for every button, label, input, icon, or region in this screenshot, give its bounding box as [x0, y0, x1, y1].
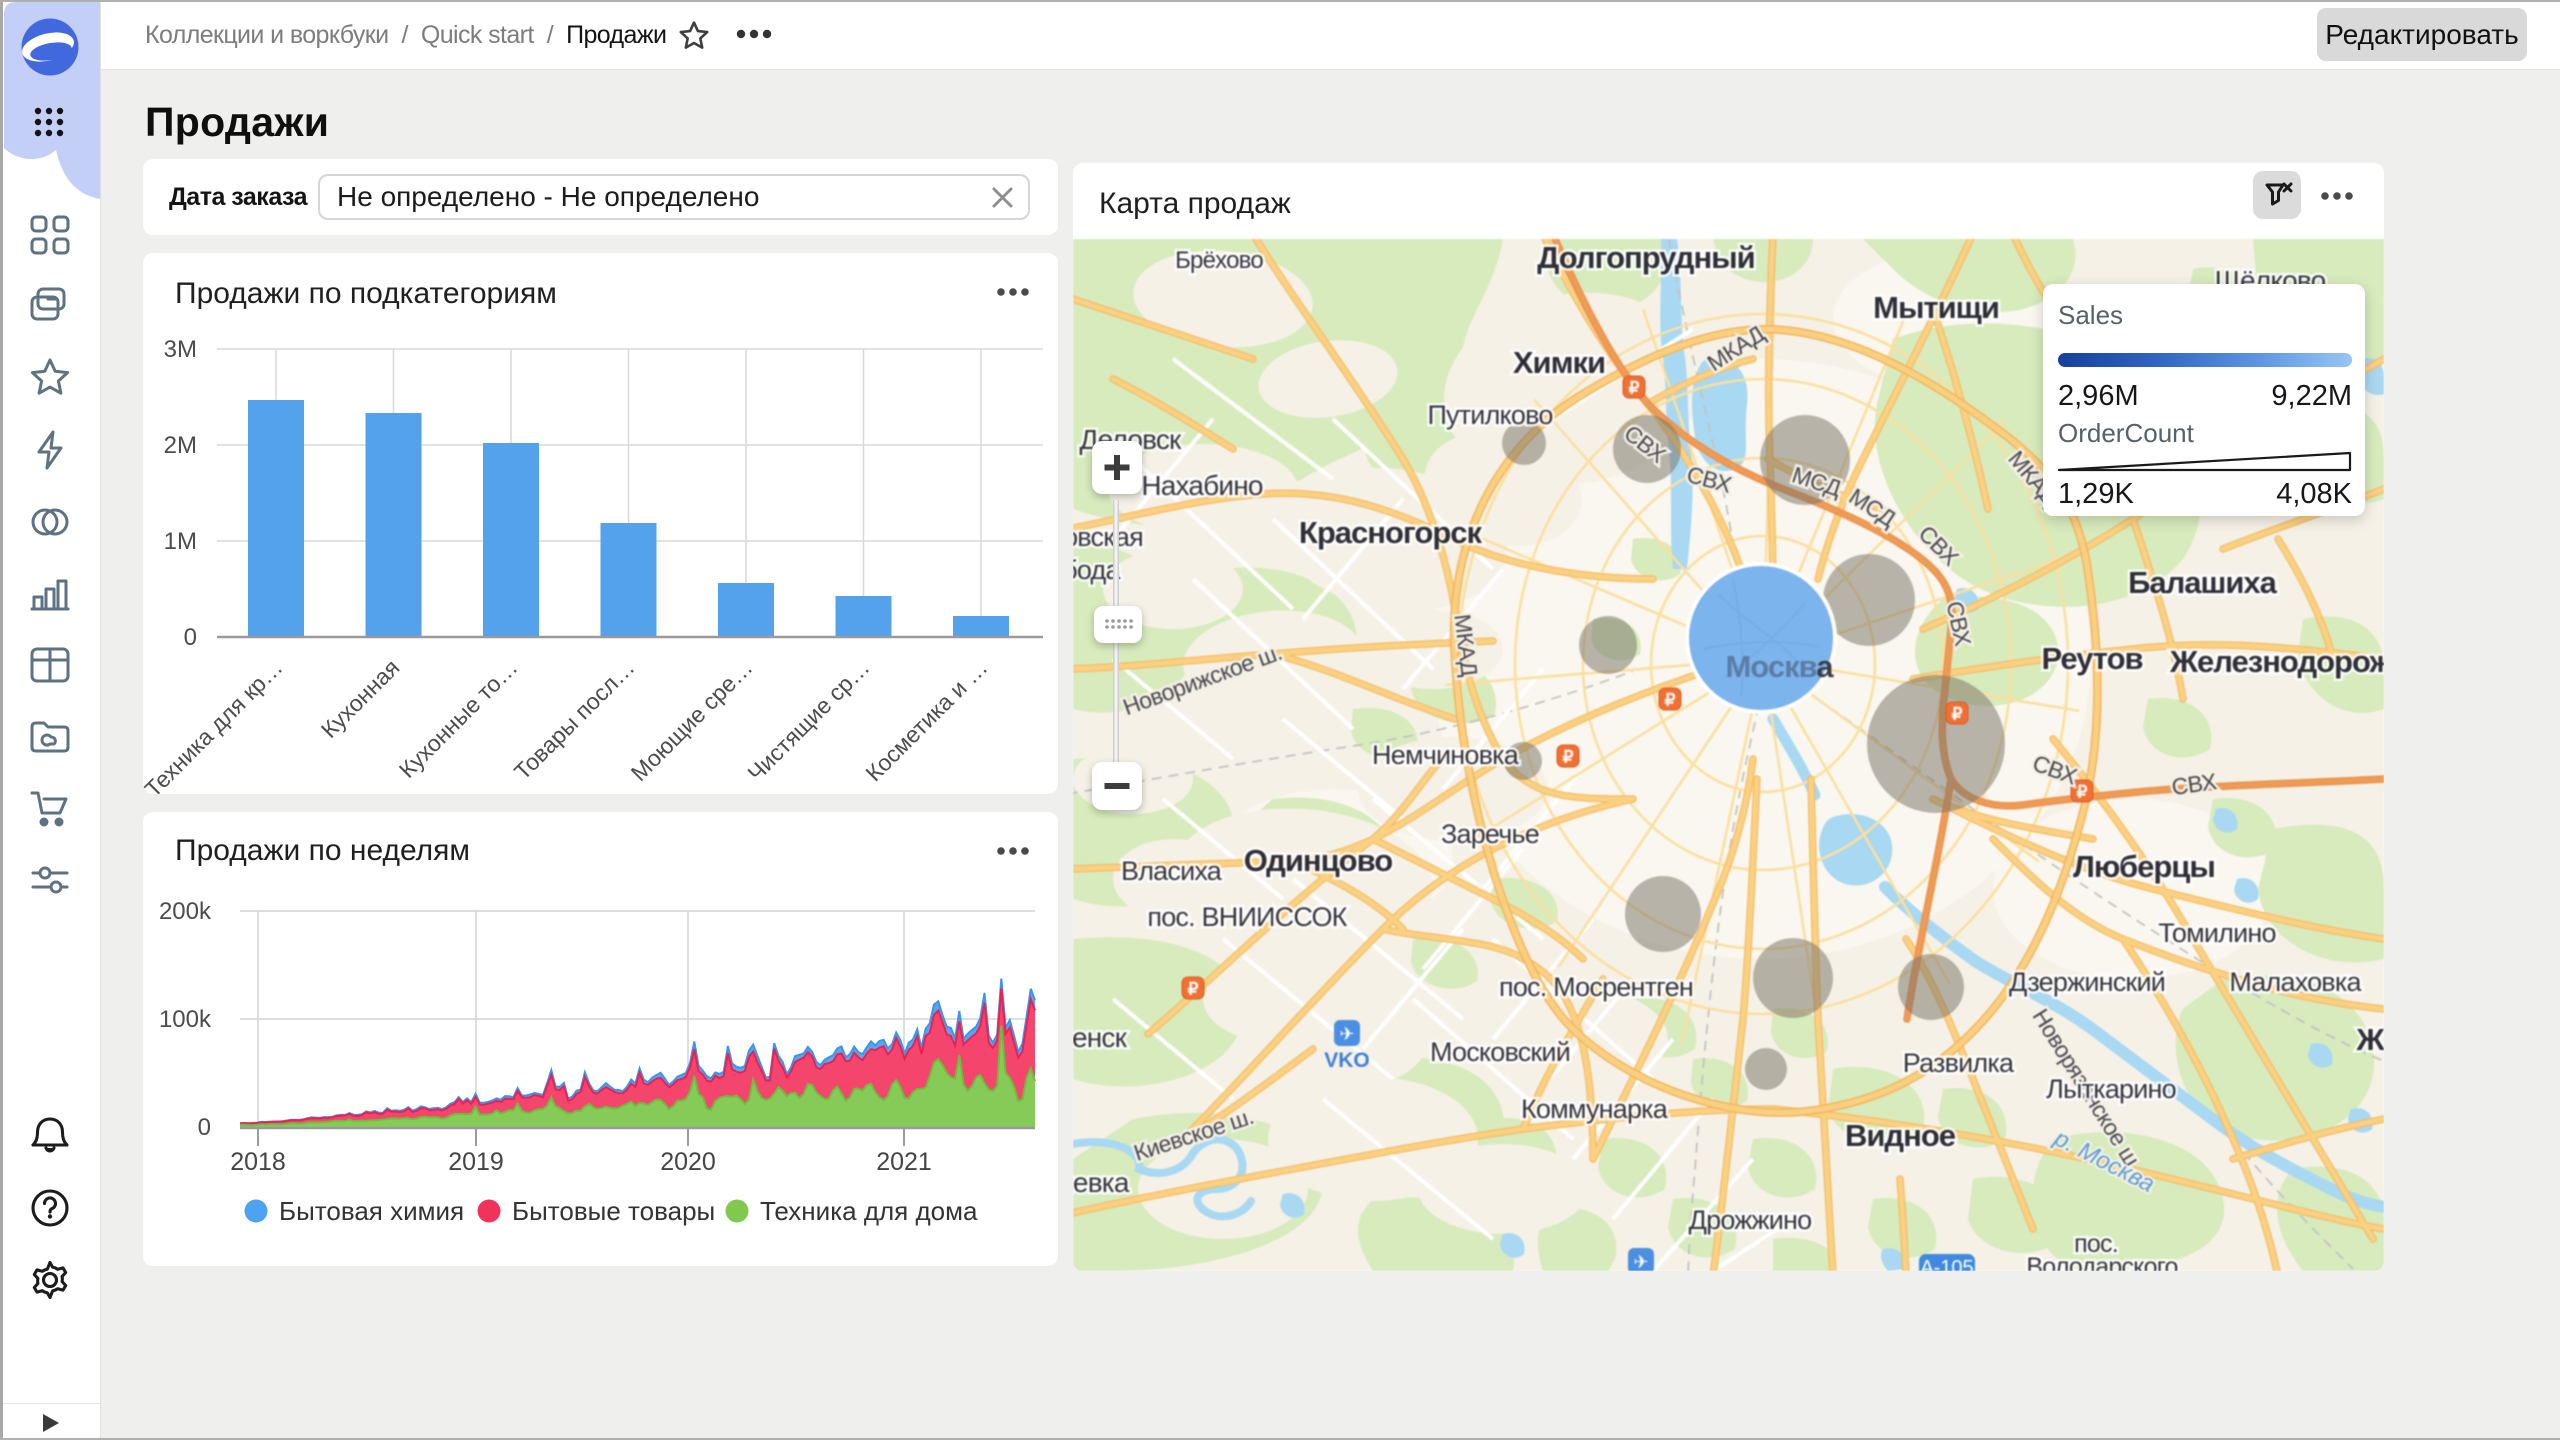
svg-text:Коммунарка: Коммунарка — [1521, 1094, 1669, 1124]
svg-text:Видное: Видное — [1845, 1118, 1956, 1153]
svg-text:Техника для кр…: Техника для кр… — [143, 654, 288, 794]
svg-text:Одинцово: Одинцово — [1244, 843, 1392, 878]
svg-text:Железнодорожный: Железнодорожный — [2169, 644, 2384, 679]
svg-text:Малаховка: Малаховка — [2229, 967, 2362, 997]
svg-text:Мытищи: Мытищи — [1873, 290, 1999, 325]
svg-text:Москва: Москва — [1725, 649, 1834, 684]
svg-text:Немчиновка: Немчиновка — [1372, 740, 1520, 770]
svg-text:2018: 2018 — [230, 1148, 286, 1176]
svg-text:2020: 2020 — [660, 1148, 716, 1176]
svg-text:✈: ✈ — [1339, 1024, 1354, 1044]
svg-text:200k: 200k — [159, 898, 212, 925]
svg-text:0: 0 — [198, 1114, 211, 1141]
svg-text:Долгопрудный: Долгопрудный — [1537, 240, 1754, 275]
svg-text:енск: енск — [1073, 1022, 1128, 1053]
svg-text:Лыткарино: Лыткарино — [2046, 1074, 2176, 1104]
svg-text:1M: 1M — [164, 528, 197, 555]
svg-text:СВХ: СВХ — [2170, 768, 2218, 800]
svg-text:Власиха: Власиха — [1121, 856, 1223, 886]
svg-text:₽: ₽ — [1952, 705, 1963, 724]
svg-text:Нахабино: Нахабино — [1141, 470, 1263, 501]
svg-text:Бытовые товары: Бытовые товары — [512, 1196, 715, 1226]
svg-text:Брёхово: Брёхово — [1175, 247, 1263, 274]
svg-text:0: 0 — [184, 624, 197, 651]
svg-text:2021: 2021 — [876, 1148, 932, 1176]
svg-text:Реутов: Реутов — [2041, 641, 2142, 676]
svg-text:Бытовая химия: Бытовая химия — [279, 1196, 464, 1226]
svg-text:Московский: Московский — [1430, 1037, 1570, 1067]
svg-text:✈: ✈ — [1633, 1252, 1648, 1271]
svg-text:Кухонные то…: Кухонные то… — [394, 654, 523, 783]
svg-text:левка: левка — [1073, 1167, 1130, 1198]
svg-text:₽: ₽ — [1665, 691, 1676, 710]
svg-text:Кухонная: Кухонная — [316, 654, 405, 743]
svg-text:3M: 3M — [164, 336, 197, 363]
svg-text:Дзержинский: Дзержинский — [2009, 967, 2165, 997]
svg-text:Ж: Ж — [2355, 1022, 2384, 1057]
svg-text:Заречье: Заречье — [1441, 819, 1539, 849]
svg-text:Косметика и …: Косметика и … — [860, 654, 992, 786]
svg-text:Балашиха: Балашиха — [2128, 565, 2278, 600]
svg-text:Моющие сре…: Моющие сре… — [626, 654, 758, 786]
svg-text:Развилка: Развилка — [1903, 1048, 2015, 1078]
svg-text:₽: ₽ — [1188, 980, 1199, 999]
svg-text:пос. ВНИИССОК: пос. ВНИИССОК — [1147, 902, 1347, 932]
svg-text:Красногорск: Красногорск — [1299, 515, 1483, 550]
svg-text:Дрожжино: Дрожжино — [1689, 1205, 1812, 1235]
svg-text:Томилино: Томилино — [2158, 918, 2275, 948]
svg-text:Товары посл…: Товары посл… — [509, 654, 640, 785]
svg-text:Чистящие ср…: Чистящие ср… — [742, 654, 874, 786]
svg-text:пос. Мосрентген: пос. Мосрентген — [1499, 972, 1693, 1002]
svg-text:Володарского: Володарского — [2026, 1253, 2177, 1271]
svg-text:Люберцы: Люберцы — [2073, 849, 2215, 884]
svg-text:2M: 2M — [164, 432, 197, 459]
svg-text:2019: 2019 — [448, 1148, 504, 1176]
svg-text:100k: 100k — [159, 1006, 212, 1033]
svg-text:₽: ₽ — [1563, 748, 1574, 767]
svg-text:₽: ₽ — [1629, 379, 1640, 398]
svg-text:Химки: Химки — [1513, 345, 1605, 380]
svg-text:Путилково: Путилково — [1427, 400, 1552, 430]
svg-text:VKO: VKO — [1324, 1049, 1370, 1072]
svg-text:₽: ₽ — [2077, 783, 2088, 802]
svg-text:Техника для дома: Техника для дома — [760, 1196, 978, 1226]
svg-text:А-105: А-105 — [1920, 1257, 1973, 1271]
svg-text:пос.: пос. — [2074, 1230, 2118, 1258]
